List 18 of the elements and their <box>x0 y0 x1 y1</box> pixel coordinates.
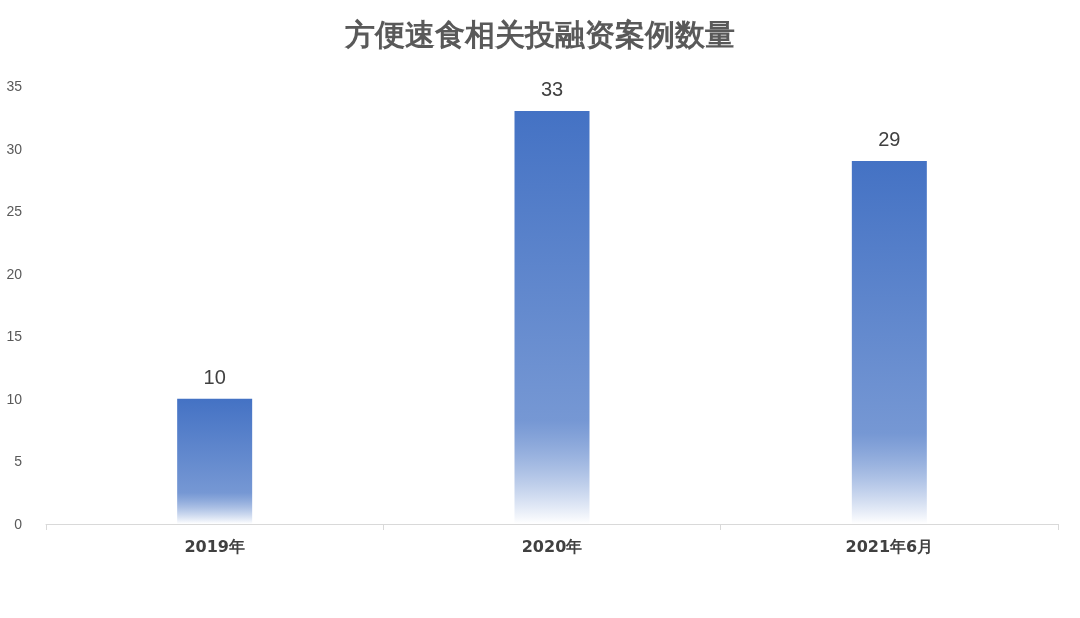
y-tick-label: 20 <box>6 265 23 282</box>
x-tick-label: 2020年 <box>521 536 583 556</box>
bar <box>514 111 590 524</box>
y-tick-label: 35 <box>6 78 23 94</box>
data-label: 10 <box>203 365 226 388</box>
y-tick-label: 15 <box>6 328 23 345</box>
y-tick-label: 30 <box>6 140 23 157</box>
y-tick-label: 0 <box>14 516 23 532</box>
x-tick-label: 2021年6月 <box>845 536 934 556</box>
y-tick-label: 25 <box>6 203 23 220</box>
data-label: 29 <box>878 128 901 151</box>
y-tick-label: 10 <box>6 390 23 407</box>
x-tick-label: 2019年 <box>184 536 245 556</box>
y-tick-label: 5 <box>14 453 23 470</box>
data-label: 33 <box>540 78 564 101</box>
bar <box>851 161 927 524</box>
bar <box>177 398 253 524</box>
chart-title: 方便速食相关投融资案例数量 <box>344 16 735 52</box>
